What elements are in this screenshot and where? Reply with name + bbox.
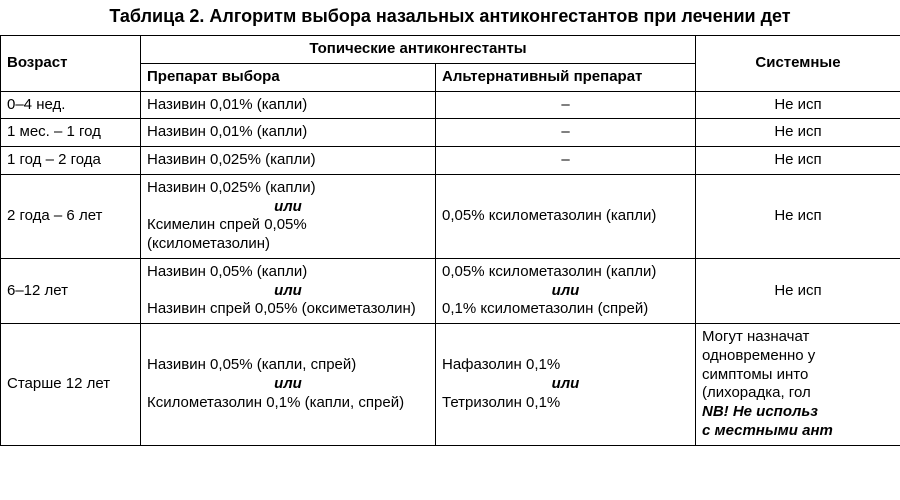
- pref-line: Називин 0,025% (капли): [147, 179, 316, 196]
- col-age: Возраст: [1, 36, 141, 92]
- pref-line: Ксимелин спрей 0,05% (ксилометазолин): [147, 216, 307, 252]
- sys-line: (лихорадка, гол: [702, 384, 811, 401]
- table-row: 2 года – 6 лет Називин 0,025% (капли) ил…: [1, 174, 900, 258]
- cell-pref: Називин 0,025% (капли): [141, 147, 436, 175]
- ili-label: или: [442, 375, 689, 394]
- cell-age: 2 года – 6 лет: [1, 174, 141, 258]
- pref-line: Називин 0,05% (капли): [147, 263, 307, 280]
- cell-sys: Не исп: [696, 119, 900, 147]
- ili-label: или: [147, 375, 429, 394]
- cell-sys: Не исп: [696, 91, 900, 119]
- sys-line: Могут назначат: [702, 328, 809, 345]
- pref-line: Ксилометазолин 0,1% (капли, спрей): [147, 394, 404, 411]
- sys-line-nb: NB! Не использ: [702, 403, 818, 420]
- cell-pref: Називин 0,01% (капли): [141, 91, 436, 119]
- cell-pref: Називин 0,05% (капли, спрей) или Ксиломе…: [141, 324, 436, 446]
- cell-alt: 0,05% ксилометазолин (капли): [436, 174, 696, 258]
- cell-sys: Могут назначат одновременно у симптомы и…: [696, 324, 900, 446]
- cell-pref: Називин 0,01% (капли): [141, 119, 436, 147]
- table-row: 6–12 лет Називин 0,05% (капли) или Назив…: [1, 258, 900, 323]
- cell-alt: –: [436, 91, 696, 119]
- alt-line: Нафазолин 0,1%: [442, 356, 560, 373]
- table-row: Старше 12 лет Називин 0,05% (капли, спре…: [1, 324, 900, 446]
- table-title: Таблица 2. Алгоритм выбора назальных ант…: [0, 0, 900, 35]
- cell-alt: –: [436, 147, 696, 175]
- cell-age: 0–4 нед.: [1, 91, 141, 119]
- col-topical: Топические антиконгестанты: [141, 36, 696, 64]
- cell-age: 1 мес. – 1 год: [1, 119, 141, 147]
- cell-sys: Не исп: [696, 258, 900, 323]
- cell-pref: Називин 0,025% (капли) или Ксимелин спре…: [141, 174, 436, 258]
- col-systemic: Системные: [696, 36, 900, 92]
- cell-sys: Не исп: [696, 174, 900, 258]
- alt-line: 0,1% ксилометазолин (спрей): [442, 300, 648, 317]
- ili-label: или: [442, 282, 689, 301]
- ili-label: или: [147, 198, 429, 217]
- cell-age: Старше 12 лет: [1, 324, 141, 446]
- table-row: 1 мес. – 1 год Називин 0,01% (капли) – Н…: [1, 119, 900, 147]
- sys-line-nb: с местными ант: [702, 422, 833, 439]
- sys-line: симптомы инто: [702, 366, 808, 383]
- cell-alt: 0,05% ксилометазолин (капли) или 0,1% кс…: [436, 258, 696, 323]
- decongestant-table: Возраст Топические антиконгестанты Систе…: [0, 35, 900, 446]
- alt-line: 0,05% ксилометазолин (капли): [442, 263, 656, 280]
- cell-alt: Нафазолин 0,1% или Тетризолин 0,1%: [436, 324, 696, 446]
- header-row-1: Возраст Топические антиконгестанты Систе…: [1, 36, 900, 64]
- cell-sys: Не исп: [696, 147, 900, 175]
- col-preferred: Препарат выбора: [141, 63, 436, 91]
- ili-label: или: [147, 282, 429, 301]
- cell-age: 1 год – 2 года: [1, 147, 141, 175]
- sys-line: одновременно у: [702, 347, 815, 364]
- alt-line: Тетризолин 0,1%: [442, 394, 560, 411]
- col-alternative: Альтернативный препарат: [436, 63, 696, 91]
- pref-line: Називин спрей 0,05% (оксиметазолин): [147, 300, 416, 317]
- cell-age: 6–12 лет: [1, 258, 141, 323]
- table-row: 0–4 нед. Називин 0,01% (капли) – Не исп: [1, 91, 900, 119]
- cell-alt: –: [436, 119, 696, 147]
- cell-pref: Називин 0,05% (капли) или Називин спрей …: [141, 258, 436, 323]
- pref-line: Називин 0,05% (капли, спрей): [147, 356, 356, 373]
- table-row: 1 год – 2 года Називин 0,025% (капли) – …: [1, 147, 900, 175]
